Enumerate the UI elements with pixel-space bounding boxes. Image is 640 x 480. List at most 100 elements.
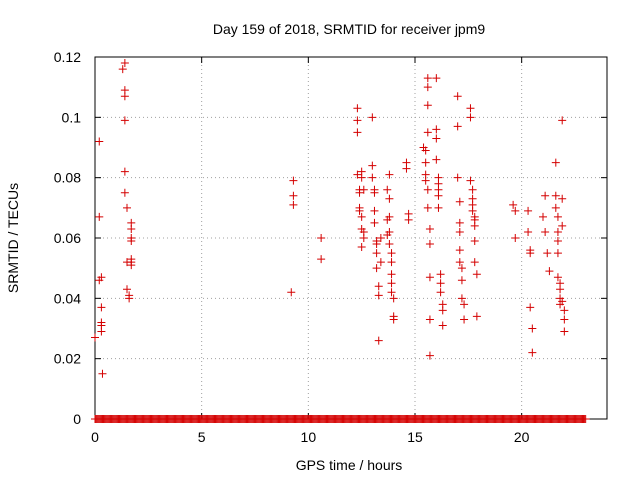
data-point: [387, 279, 396, 288]
data-point: [425, 315, 434, 324]
data-point: [455, 258, 464, 267]
data-point: [387, 270, 396, 279]
data-point: [127, 237, 136, 246]
data-point: [541, 227, 550, 236]
data-point: [468, 185, 477, 194]
data-point: [385, 194, 394, 203]
data-point: [376, 258, 385, 267]
data-point: [432, 134, 441, 143]
data-point: [91, 333, 99, 342]
data-point: [453, 92, 462, 101]
x-tick-label: 15: [407, 429, 423, 445]
data-point: [289, 176, 298, 185]
data-point: [553, 249, 562, 258]
data-point: [423, 101, 432, 110]
data-point: [385, 170, 394, 179]
data-point: [387, 258, 396, 267]
data-point: [553, 273, 562, 282]
data-point: [438, 321, 447, 330]
data-point: [432, 74, 441, 83]
data-point: [370, 206, 379, 215]
data-point: [425, 224, 434, 233]
data-point: [466, 176, 475, 185]
x-tick-label: 0: [91, 429, 99, 445]
chart-title: Day 159 of 2018, SRMTID for receiver jpm…: [213, 21, 486, 37]
zero-baseline-markers: [91, 415, 590, 423]
data-point: [423, 128, 432, 137]
data-point: [528, 348, 537, 357]
data-point: [317, 234, 326, 242]
grid-lines: [95, 57, 607, 419]
x-tick-label: 5: [198, 429, 206, 445]
data-point: [553, 227, 562, 236]
data-point: [97, 303, 106, 312]
x-axis-tick-labels: 0 5 10 15 20: [91, 429, 530, 445]
data-point: [370, 218, 379, 227]
data-point: [372, 264, 381, 273]
data-point: [355, 206, 364, 215]
data-point: [317, 255, 326, 264]
y-tick-label: 0: [73, 411, 81, 427]
data-point: [553, 212, 562, 221]
data-point: [97, 327, 106, 336]
data-point: [511, 234, 520, 242]
x-tick-label: 10: [301, 429, 317, 445]
data-point: [539, 212, 547, 221]
data-point: [425, 273, 434, 282]
data-point: [457, 264, 466, 273]
data-point: [357, 212, 366, 221]
data-point: [368, 161, 377, 170]
data-point: [560, 315, 569, 324]
data-point: [123, 203, 131, 212]
data-point: [460, 315, 469, 324]
data-point: [120, 59, 129, 68]
data-point: [423, 185, 432, 194]
data-point: [120, 167, 129, 176]
data-point: [541, 191, 550, 200]
data-point: [470, 221, 479, 230]
data-point: [438, 306, 447, 315]
data-point: [466, 104, 475, 113]
data-point: [528, 324, 537, 333]
data-point: [357, 167, 366, 176]
data-point: [551, 191, 560, 200]
data-point: [372, 249, 381, 258]
data-point: [118, 65, 127, 74]
data-point: [120, 188, 129, 197]
data-point: [455, 218, 464, 227]
data-point: [436, 279, 445, 288]
zero-point: [581, 415, 590, 423]
data-point: [425, 240, 434, 249]
data-point: [353, 128, 362, 137]
data-point: [421, 146, 430, 155]
data-point: [387, 249, 396, 258]
data-point: [95, 137, 104, 146]
data-point: [127, 261, 136, 270]
data-point: [123, 285, 131, 294]
data-point: [526, 303, 535, 312]
data-point: [509, 200, 518, 209]
data-point: [98, 369, 107, 378]
data-point: [466, 113, 475, 122]
x-tick-label: 20: [514, 429, 530, 445]
data-point: [404, 215, 413, 224]
data-point: [457, 294, 466, 303]
data-point: [355, 188, 364, 197]
data-point: [457, 276, 466, 285]
data-point: [353, 170, 362, 179]
data-point: [553, 237, 562, 246]
data-point: [374, 336, 383, 345]
data-point: [376, 234, 385, 242]
data-point: [460, 300, 469, 309]
y-tick-label: 0.02: [54, 351, 81, 367]
data-point: [368, 113, 377, 122]
data-point: [387, 288, 396, 297]
data-point: [455, 197, 464, 206]
data-point: [374, 282, 383, 291]
data-point: [432, 125, 441, 134]
data-point: [95, 212, 104, 221]
data-point: [425, 351, 434, 360]
data-point: [357, 243, 366, 252]
data-point: [436, 288, 445, 297]
